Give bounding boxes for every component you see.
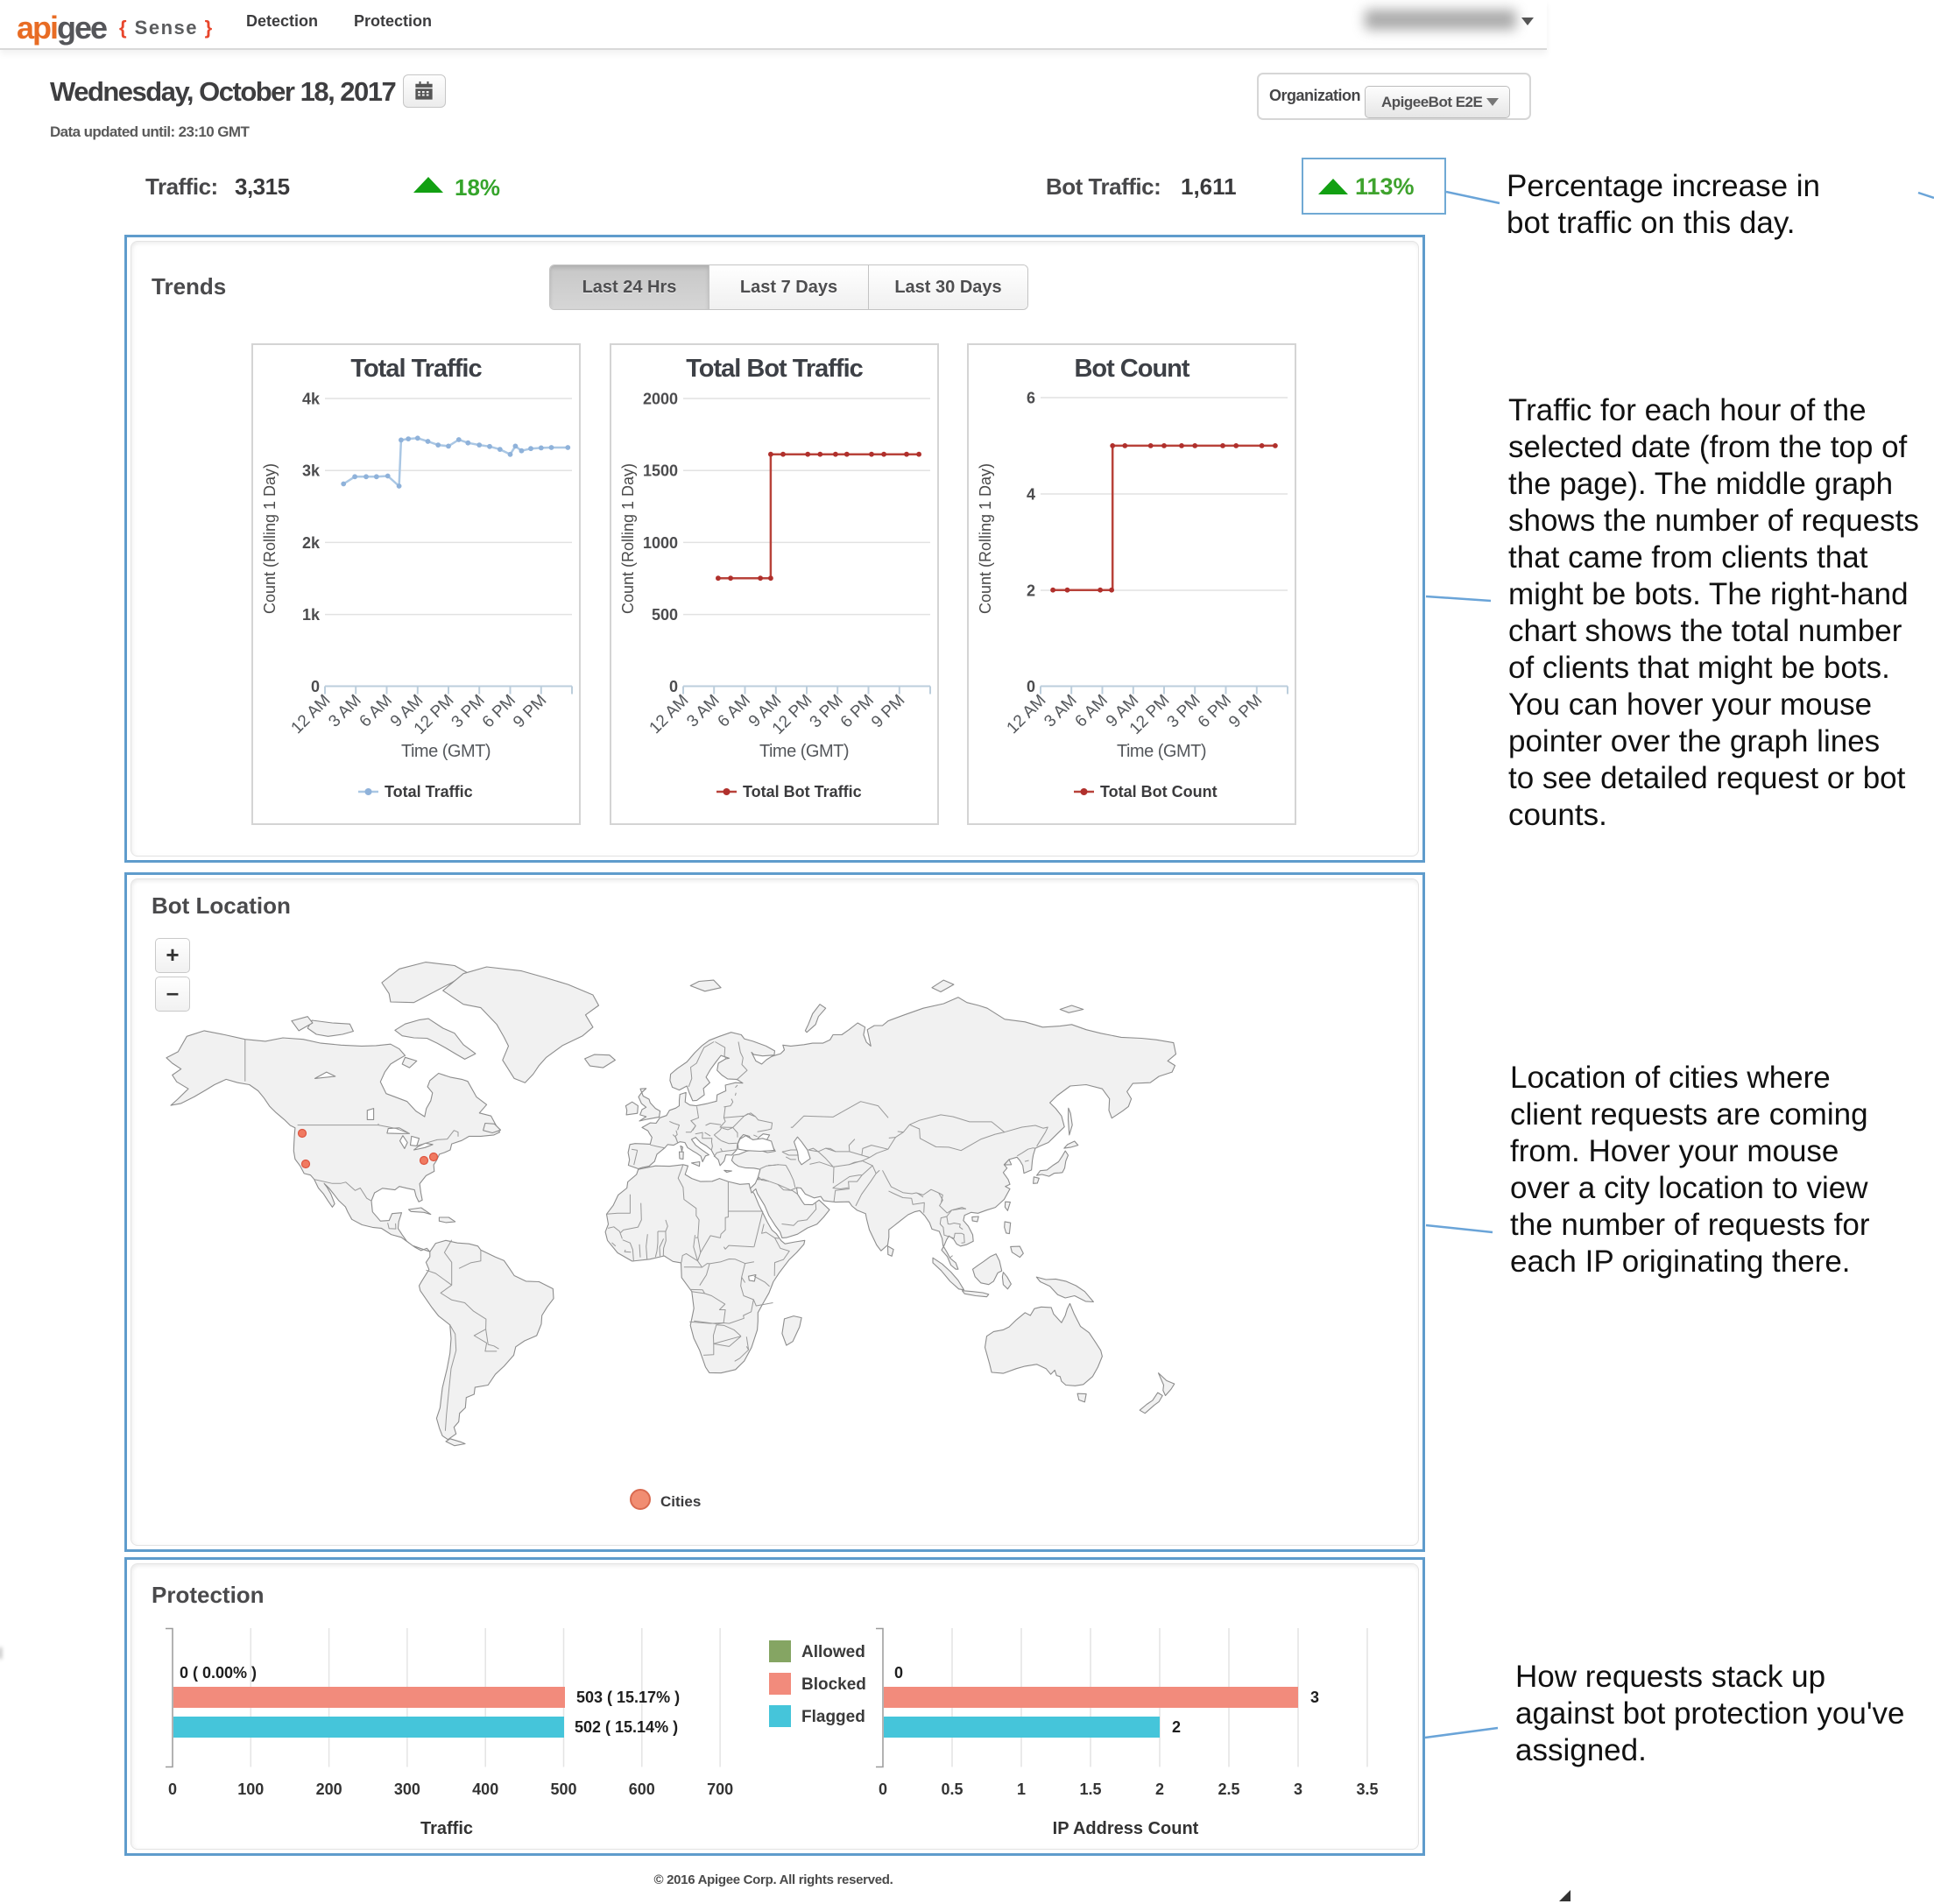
svg-text:Total Traffic: Total Traffic bbox=[350, 355, 482, 383]
svg-text:4: 4 bbox=[1027, 486, 1035, 504]
svg-text:IP Address Count: IP Address Count bbox=[1053, 1819, 1199, 1838]
svg-text:3k: 3k bbox=[302, 462, 321, 480]
svg-text:400: 400 bbox=[472, 1781, 498, 1798]
svg-text:2: 2 bbox=[1155, 1781, 1164, 1798]
svg-text:0: 0 bbox=[894, 1664, 903, 1682]
svg-text:0 ( 0.00% ): 0 ( 0.00% ) bbox=[180, 1664, 257, 1682]
svg-text:1500: 1500 bbox=[643, 462, 678, 480]
svg-text:Total Bot Traffic: Total Bot Traffic bbox=[686, 355, 863, 383]
svg-text:Count (Rolling 1 Day): Count (Rolling 1 Day) bbox=[261, 463, 279, 614]
svg-text:0: 0 bbox=[168, 1781, 177, 1798]
svg-text:502 ( 15.14% ): 502 ( 15.14% ) bbox=[575, 1718, 678, 1736]
svg-text:2: 2 bbox=[1172, 1718, 1181, 1736]
svg-text:Bot Count: Bot Count bbox=[1074, 355, 1189, 383]
svg-text:1.5: 1.5 bbox=[1079, 1781, 1101, 1798]
svg-text:600: 600 bbox=[629, 1781, 655, 1798]
svg-text:0: 0 bbox=[1027, 678, 1035, 695]
svg-text:Time (GMT): Time (GMT) bbox=[401, 742, 491, 761]
svg-text:700: 700 bbox=[707, 1781, 733, 1798]
svg-text:300: 300 bbox=[394, 1781, 420, 1798]
svg-text:0.5: 0.5 bbox=[941, 1781, 963, 1798]
svg-text:Total Traffic: Total Traffic bbox=[385, 783, 473, 800]
svg-text:2k: 2k bbox=[302, 534, 321, 552]
svg-text:Total Bot Count: Total Bot Count bbox=[1100, 783, 1218, 800]
svg-text:100: 100 bbox=[237, 1781, 264, 1798]
svg-text:0: 0 bbox=[311, 678, 320, 695]
svg-text:1: 1 bbox=[1017, 1781, 1026, 1798]
svg-text:Allowed: Allowed bbox=[801, 1643, 865, 1661]
svg-text:Blocked: Blocked bbox=[801, 1675, 866, 1694]
svg-text:2000: 2000 bbox=[643, 391, 678, 408]
svg-text:Total Bot Traffic: Total Bot Traffic bbox=[743, 783, 862, 800]
svg-text:3: 3 bbox=[1310, 1689, 1319, 1706]
svg-text:4k: 4k bbox=[302, 391, 321, 408]
svg-text:Traffic: Traffic bbox=[420, 1819, 473, 1838]
svg-text:3: 3 bbox=[1294, 1781, 1302, 1798]
svg-text:0: 0 bbox=[879, 1781, 887, 1798]
svg-text:0: 0 bbox=[669, 678, 678, 695]
svg-text:Cities: Cities bbox=[660, 1493, 701, 1510]
svg-text:Flagged: Flagged bbox=[801, 1708, 865, 1726]
svg-text:Count (Rolling 1 Day): Count (Rolling 1 Day) bbox=[977, 463, 994, 614]
svg-text:1k: 1k bbox=[302, 606, 321, 624]
svg-text:500: 500 bbox=[652, 606, 678, 624]
svg-text:1000: 1000 bbox=[643, 534, 678, 552]
svg-text:2.5: 2.5 bbox=[1218, 1781, 1239, 1798]
svg-text:Time (GMT): Time (GMT) bbox=[759, 742, 849, 761]
svg-text:Count (Rolling 1 Day): Count (Rolling 1 Day) bbox=[619, 463, 637, 614]
svg-text:6: 6 bbox=[1027, 390, 1035, 407]
svg-text:2: 2 bbox=[1027, 582, 1035, 600]
svg-text:3.5: 3.5 bbox=[1356, 1781, 1378, 1798]
svg-text:500: 500 bbox=[550, 1781, 576, 1798]
svg-text:503 ( 15.17% ): 503 ( 15.17% ) bbox=[576, 1689, 680, 1706]
svg-text:Time (GMT): Time (GMT) bbox=[1117, 742, 1206, 761]
svg-text:200: 200 bbox=[316, 1781, 342, 1798]
